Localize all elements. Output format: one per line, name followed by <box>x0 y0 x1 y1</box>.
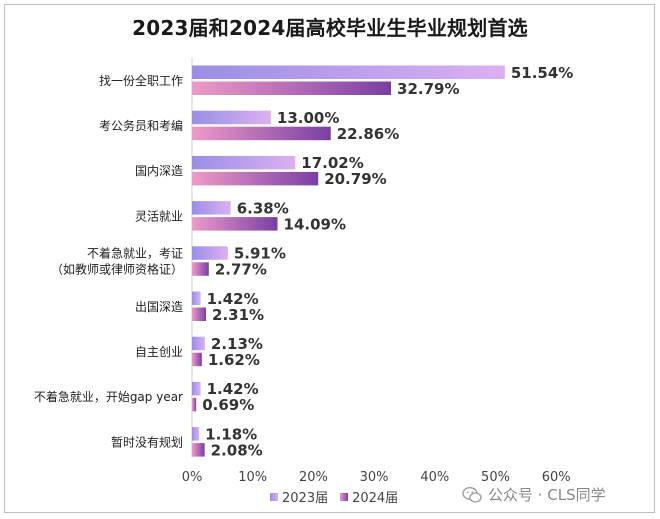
bar-2024-2 <box>192 171 319 186</box>
bar-2024-3 <box>192 217 278 231</box>
chart-legend: 2023届 2024届 <box>270 487 398 506</box>
legend-label-2024: 2024届 <box>352 491 399 506</box>
bar-2024-1 <box>192 126 331 141</box>
data-label-2023-8: 1.18% <box>205 425 257 443</box>
wechat-icon <box>462 486 482 503</box>
bar-2024-6 <box>192 352 202 367</box>
bar-2024-4 <box>192 262 209 276</box>
category-label-8: 暂时没有规划 <box>111 434 183 449</box>
bar-2023-7 <box>192 381 201 396</box>
bar-2024-7 <box>192 397 197 412</box>
legend-swatch-2023 <box>270 492 278 501</box>
bar-2023-8 <box>192 427 200 441</box>
data-label-2024-8: 2.08% <box>211 441 263 459</box>
data-label-2023-5: 1.42% <box>207 290 259 308</box>
bar-2023-5 <box>192 291 201 305</box>
category-label-0: 找一份全职工作 <box>99 73 183 88</box>
data-label-2024-3: 14.09% <box>284 215 346 233</box>
x-tick-label-1: 10% <box>238 470 267 485</box>
data-label-2023-3: 6.38% <box>237 199 289 217</box>
x-tick-label-4: 40% <box>420 470 449 485</box>
data-label-2024-1: 22.86% <box>337 125 399 143</box>
data-label-2023-4: 5.91% <box>234 245 286 263</box>
data-label-2023-6: 2.13% <box>211 335 263 353</box>
data-label-2024-0: 32.79% <box>397 80 459 98</box>
bar-2023-1 <box>192 110 271 125</box>
bar-2024-5 <box>192 307 207 321</box>
x-tick-label-0: 0% <box>182 470 203 485</box>
watermark-text: 公众号 · CLS同学 <box>488 486 606 504</box>
data-label-2023-1: 13.00% <box>277 109 339 127</box>
bar-2023-0 <box>192 65 505 79</box>
bar-2023-6 <box>192 336 205 351</box>
x-tick-label-2: 20% <box>299 470 328 485</box>
bar-2024-0 <box>192 81 392 95</box>
chart-frame <box>4 4 655 513</box>
data-label-2023-2: 17.02% <box>301 154 363 172</box>
category-label-6: 自主创业 <box>135 345 183 359</box>
legend-item-2024: 2024届 <box>340 487 398 506</box>
x-tick-label-3: 30% <box>360 470 389 485</box>
data-label-2024-2: 20.79% <box>324 170 386 188</box>
data-label-2024-5: 2.31% <box>212 306 264 324</box>
bar-2024-8 <box>192 443 205 457</box>
category-label-4-line1: （如教师或律师资格证） <box>51 262 183 277</box>
data-label-2023-0: 51.54% <box>511 64 573 82</box>
legend-swatch-2024 <box>340 492 349 501</box>
bar-2023-4 <box>192 246 228 260</box>
category-label-2: 国内深造 <box>135 164 183 178</box>
category-label-1: 考公务员和考编 <box>99 118 183 133</box>
x-tick-label-6: 60% <box>542 470 571 485</box>
bar-2023-3 <box>192 201 231 215</box>
category-label-3: 灵活就业 <box>135 209 183 223</box>
x-tick-label-5: 50% <box>481 470 510 485</box>
watermark: 公众号 · CLS同学 <box>462 484 606 505</box>
data-label-2024-4: 2.77% <box>215 261 267 279</box>
bar-2023-2 <box>192 155 296 170</box>
legend-label-2023: 2023届 <box>282 491 329 506</box>
category-label-4-line0: 不着急就业，考证 <box>87 246 183 261</box>
category-label-7: 不着急就业，开始gap year <box>34 389 183 404</box>
data-label-2023-7: 1.42% <box>207 380 259 398</box>
data-label-2024-6: 1.62% <box>208 351 260 369</box>
chart-title: 2023届和2024届高校毕业生毕业规划首选 <box>132 16 528 40</box>
legend-item-2023: 2023届 <box>270 487 328 506</box>
data-label-2024-7: 0.69% <box>202 396 254 414</box>
category-label-5: 出国深造 <box>135 300 183 314</box>
